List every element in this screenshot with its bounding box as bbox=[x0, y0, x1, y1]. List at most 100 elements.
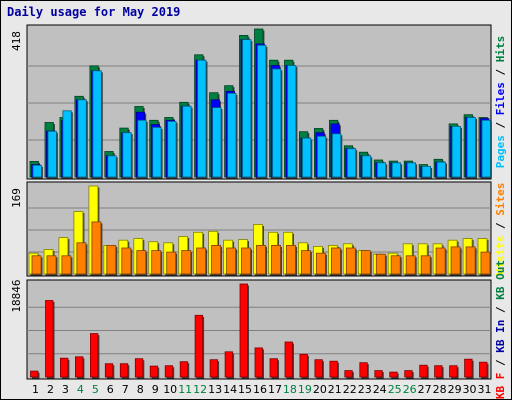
x-tick-label: 23 bbox=[358, 383, 372, 396]
bar-kb bbox=[194, 314, 205, 379]
x-tick-label: 2 bbox=[47, 383, 54, 396]
bar-kb bbox=[419, 364, 429, 379]
legend-item: Hits bbox=[494, 36, 507, 63]
bar-sites bbox=[360, 250, 372, 276]
bar-kb bbox=[239, 283, 249, 379]
bar-kb bbox=[284, 341, 294, 379]
x-tick-label: 30 bbox=[463, 383, 477, 396]
bar-kb bbox=[179, 361, 190, 379]
bar-pages bbox=[227, 93, 238, 179]
x-tick-label: 25 bbox=[388, 383, 402, 396]
bar-kb bbox=[45, 300, 55, 379]
bar-pages bbox=[182, 105, 193, 179]
bar-pages bbox=[77, 99, 88, 179]
bar-pages bbox=[62, 110, 73, 179]
x-tick-label: 10 bbox=[163, 383, 177, 396]
legend-item: KB Out bbox=[494, 260, 507, 300]
x-tick-label: 3 bbox=[62, 383, 69, 396]
bar-sites bbox=[151, 250, 163, 276]
bar-kb bbox=[60, 357, 70, 379]
legend-item: Files bbox=[494, 82, 507, 115]
x-tick-label: 26 bbox=[403, 383, 417, 396]
bar-pages bbox=[466, 117, 477, 179]
bar-pages bbox=[287, 65, 298, 179]
bar-kb bbox=[434, 365, 444, 379]
bar-kb bbox=[224, 351, 235, 379]
panel-1: 418 Pages / Files / Hits bbox=[10, 24, 507, 180]
bar-sites bbox=[226, 247, 238, 276]
bar-sites bbox=[286, 244, 297, 276]
bar-sites bbox=[405, 255, 417, 276]
bar-kb bbox=[449, 365, 459, 379]
bar-sites bbox=[136, 250, 148, 276]
legend-item: Pages bbox=[494, 135, 507, 168]
bar-kb bbox=[374, 370, 384, 379]
x-tick-label: 9 bbox=[152, 383, 159, 396]
bar-kb bbox=[464, 358, 474, 379]
bar-sites bbox=[211, 244, 223, 276]
y-max-label: 169 bbox=[10, 188, 23, 208]
bar-pages bbox=[346, 148, 358, 179]
x-tick-label: 29 bbox=[448, 383, 462, 396]
bar-pages bbox=[137, 119, 148, 179]
bar-kb bbox=[134, 358, 145, 379]
bar-pages bbox=[316, 135, 328, 179]
bar-sites bbox=[166, 251, 178, 276]
bar-pages bbox=[436, 161, 447, 179]
bar-pages bbox=[272, 68, 283, 179]
x-tick-label: 5 bbox=[92, 383, 99, 396]
bar-pages bbox=[376, 162, 388, 179]
bar-kb bbox=[299, 353, 309, 379]
bar-sites bbox=[315, 252, 327, 276]
bar-sites bbox=[181, 250, 193, 276]
bar-pages bbox=[391, 162, 403, 179]
bar-pages bbox=[242, 39, 253, 179]
bar-kb bbox=[30, 370, 40, 379]
x-tick-label: 18 bbox=[283, 383, 297, 396]
bar-pages bbox=[361, 155, 373, 179]
bar-kb bbox=[404, 370, 414, 379]
panel-2: 169 Visits / Sites bbox=[10, 181, 507, 277]
x-tick-label: 13 bbox=[208, 383, 222, 396]
bar-pages bbox=[301, 137, 313, 179]
x-tick-label: 24 bbox=[373, 383, 387, 396]
bar-sites bbox=[256, 244, 267, 276]
bar-pages bbox=[197, 59, 208, 179]
bar-pages bbox=[331, 133, 343, 179]
bar-sites bbox=[300, 250, 312, 276]
bar-kb bbox=[389, 371, 399, 379]
bar-kb bbox=[119, 363, 130, 379]
x-tick-label: 19 bbox=[298, 383, 312, 396]
bar-kb bbox=[75, 356, 85, 379]
x-tick-label: 15 bbox=[238, 383, 252, 396]
bar-sites bbox=[420, 255, 432, 276]
bar-kb bbox=[344, 370, 354, 379]
bar-pages bbox=[481, 119, 492, 179]
bar-pages bbox=[257, 44, 268, 179]
bar-sites bbox=[31, 255, 43, 276]
x-tick-label: 11 bbox=[178, 383, 192, 396]
bar-kb bbox=[359, 362, 369, 379]
x-axis: 1 2 3 4 5 6 7 8 9 10 11 12 13 14 15 16 17 18 19 20 21 22 23 24 2… bbox=[32, 383, 492, 396]
bar-sites bbox=[241, 247, 252, 276]
bar-sites bbox=[106, 244, 118, 276]
bar-sites bbox=[465, 246, 477, 276]
legend-separator: / bbox=[494, 62, 507, 82]
x-tick-label: 20 bbox=[313, 383, 327, 396]
bar-pages bbox=[32, 164, 43, 179]
bar-pages bbox=[167, 121, 178, 179]
bar-sites bbox=[330, 247, 342, 276]
bar-sites bbox=[271, 244, 282, 276]
bar-kb bbox=[269, 358, 279, 379]
bar-kb bbox=[90, 333, 100, 379]
x-tick-label: 6 bbox=[107, 383, 114, 396]
bar-sites bbox=[450, 246, 462, 276]
legend-3: KB F / KB In / KB Out bbox=[494, 260, 507, 399]
legend-2: Visits / Sites bbox=[494, 183, 507, 276]
bar-sites bbox=[196, 247, 208, 276]
x-tick-label: 14 bbox=[223, 383, 237, 396]
legend-item: Sites bbox=[494, 183, 507, 216]
legend-1: Pages / Files / Hits bbox=[494, 36, 507, 169]
